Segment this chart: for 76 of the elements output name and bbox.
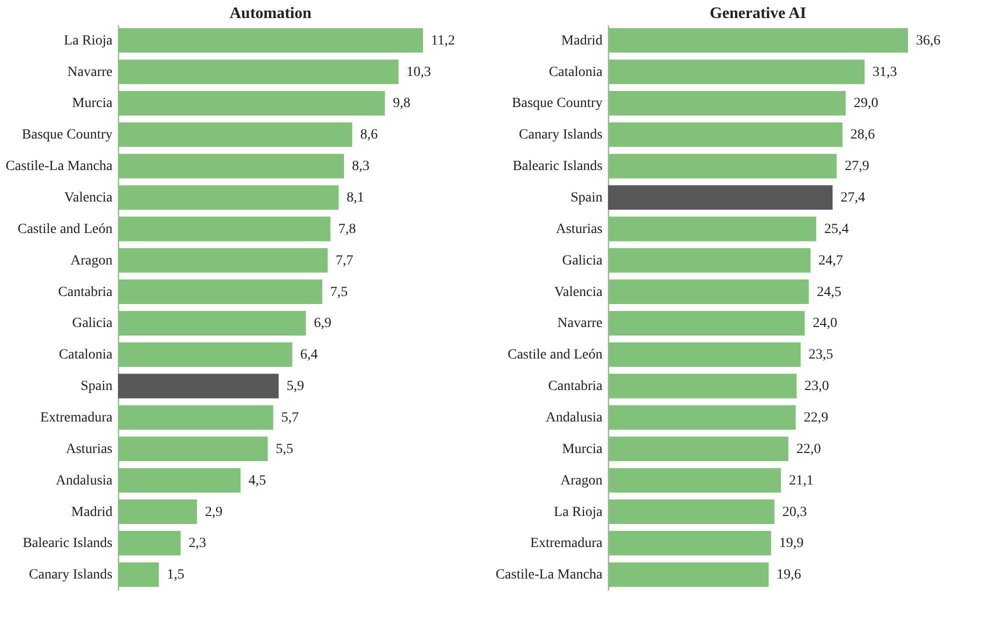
data-label: 5,5 <box>276 442 294 457</box>
chart-title: Automation <box>230 5 312 22</box>
data-label: 2,3 <box>188 536 206 552</box>
y-tick-label: Asturias <box>556 222 602 237</box>
data-label: 24,0 <box>812 316 838 332</box>
data-label: 27,9 <box>844 159 870 174</box>
data-label: 19,6 <box>776 568 802 583</box>
y-tick-label: Asturias <box>66 442 112 457</box>
y-tick-label: Cantabria <box>58 284 114 300</box>
data-label: 8,1 <box>346 190 364 206</box>
y-tick-label: Balearic Islands <box>512 159 602 174</box>
data-label: 11,2 <box>431 33 455 48</box>
data-label: 5,7 <box>281 410 299 426</box>
data-label: 7,5 <box>330 284 348 300</box>
data-label: 23,5 <box>808 348 834 363</box>
data-label: 2,9 <box>204 504 222 520</box>
data-label: 6,4 <box>300 348 318 363</box>
y-tick-label: Valencia <box>554 284 604 300</box>
y-tick-label: Castile-La Mancha <box>6 159 114 174</box>
y-tick-label: Andalusia <box>546 410 604 426</box>
y-tick-label: Madrid <box>71 504 112 520</box>
y-tick-label: Castile and León <box>18 222 112 237</box>
y-tick-label: Basque Country <box>512 96 602 112</box>
bar <box>608 185 833 210</box>
chart-title: Generative AI <box>710 5 806 22</box>
y-tick-label: Canary Islands <box>28 568 112 583</box>
bar <box>118 374 279 398</box>
data-label: 28,6 <box>850 128 875 143</box>
data-label: 24,7 <box>818 253 843 268</box>
y-tick-label: Canary Islands <box>518 128 602 143</box>
y-tick-label: Cantabria <box>548 379 604 394</box>
y-tick-label: Galicia <box>72 316 114 332</box>
data-label: 21,1 <box>788 473 814 488</box>
data-label: 8,6 <box>360 128 378 143</box>
y-tick-label: La Rioja <box>64 33 114 48</box>
y-tick-label: Spain <box>570 190 602 206</box>
data-label: 10,3 <box>406 64 431 80</box>
y-tick-label: Extremadura <box>530 536 604 552</box>
y-tick-label: Navarre <box>557 316 602 332</box>
data-label: 24,5 <box>816 284 842 300</box>
y-tick-label: Murcia <box>72 96 114 112</box>
data-label: 7,8 <box>338 222 356 237</box>
data-label: 6,9 <box>314 316 332 332</box>
data-label: 9,8 <box>392 96 410 112</box>
y-tick-label: Balearic Islands <box>22 536 112 552</box>
data-label: 25,4 <box>824 222 849 237</box>
data-label: 4,5 <box>248 473 266 488</box>
data-label: 22,9 <box>804 410 828 426</box>
data-label: 29,0 <box>854 96 878 112</box>
y-tick-label: Extremadura <box>40 410 114 426</box>
data-label: 27,4 <box>840 190 866 206</box>
y-tick-label: Catalonia <box>548 64 604 80</box>
y-tick-label: Navarre <box>67 64 112 80</box>
y-tick-label: Galicia <box>562 253 604 268</box>
y-tick-label: Castile-La Mancha <box>496 568 604 583</box>
data-label: 19,9 <box>779 536 804 552</box>
data-label: 20,3 <box>782 504 807 520</box>
data-label: 8,3 <box>352 159 370 174</box>
y-tick-label: Castile and León <box>508 348 602 363</box>
data-label: 5,9 <box>286 379 304 394</box>
y-tick-label: Catalonia <box>58 348 114 363</box>
y-tick-label: Basque Country <box>22 128 112 143</box>
y-tick-label: Aragon <box>560 473 602 488</box>
data-label: 23,0 <box>804 379 830 394</box>
data-label: 7,7 <box>336 253 354 268</box>
y-tick-label: Valencia <box>64 190 114 206</box>
y-tick-label: La Rioja <box>554 504 604 520</box>
data-label: 1,5 <box>166 568 184 583</box>
y-tick-label: Andalusia <box>56 473 114 488</box>
data-label: 31,3 <box>872 64 898 80</box>
data-label: 22,0 <box>796 442 821 457</box>
y-tick-label: Madrid <box>561 33 602 48</box>
y-tick-label: Aragon <box>70 253 112 268</box>
y-tick-label: Murcia <box>562 442 604 457</box>
y-tick-label: Spain <box>80 379 112 394</box>
data-label: 36,6 <box>916 33 940 48</box>
